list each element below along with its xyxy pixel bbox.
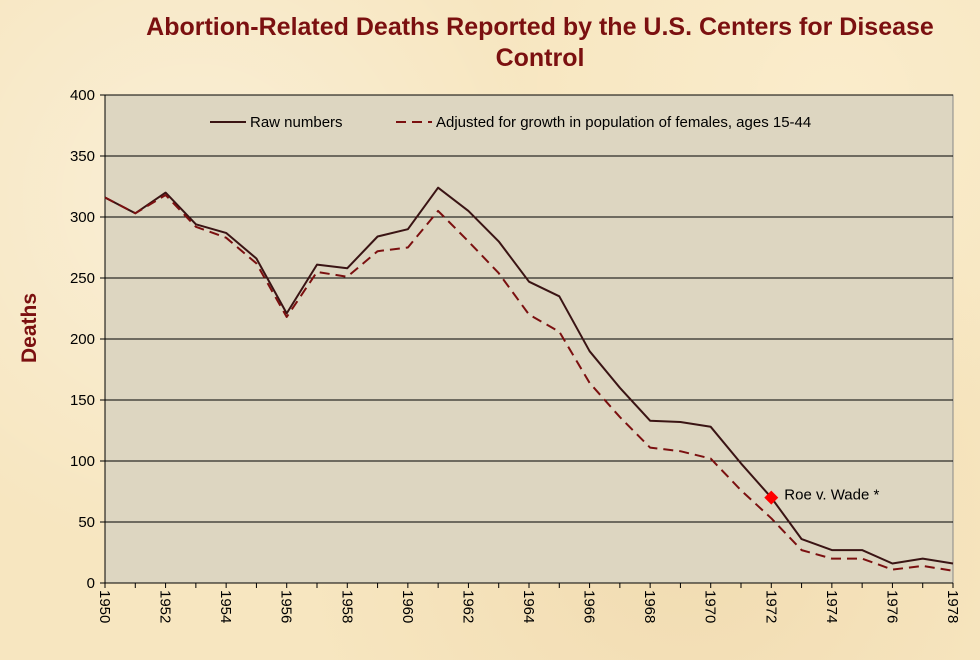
chart-title: Abortion-Related Deaths Reported by the … <box>146 13 934 72</box>
legend-label: Raw numbers <box>250 114 343 131</box>
x-tick-label: 1960 <box>399 590 416 623</box>
y-tick-label: 250 <box>70 270 95 287</box>
x-tick-label: 1976 <box>883 590 900 623</box>
annotation-marker <box>764 490 779 505</box>
legend: Raw numbers Adjusted for growth in popula… <box>210 114 811 131</box>
x-tick-label: 1968 <box>641 590 658 623</box>
x-tick-label: 1974 <box>823 590 840 623</box>
series-lines <box>104 186 954 572</box>
series-line-raw <box>104 186 954 565</box>
annotation-label: Roe v. Wade * <box>784 487 879 504</box>
y-tick-label: 150 <box>70 392 95 409</box>
x-tick-label: 1954 <box>217 590 234 623</box>
y-tick-label: 300 <box>70 209 95 226</box>
x-axis-ticks: 1950 1952 1954 1956 1958 1960 1962 1964 1966 1968… <box>96 582 961 623</box>
y-tick-label: 200 <box>70 331 95 348</box>
y-axis-ticks: 0 50 100 150 200 250 300 350 400 <box>70 87 106 592</box>
x-tick-label: 1950 <box>96 590 113 623</box>
x-tick-label: 1972 <box>762 590 779 623</box>
y-tick-label: 100 <box>70 453 95 470</box>
x-tick-label: 1956 <box>278 590 295 623</box>
y-tick-label: 400 <box>70 87 95 104</box>
annotations: Roe v. Wade * <box>764 487 879 505</box>
x-tick-label: 1962 <box>459 590 476 623</box>
y-tick-label: 50 <box>78 514 95 531</box>
x-tick-label: 1970 <box>702 590 719 623</box>
x-tick-label: 1958 <box>338 590 355 623</box>
x-tick-label: 1964 <box>520 590 537 623</box>
x-tick-label: 1952 <box>157 590 174 623</box>
y-axis-label: Deaths <box>18 293 41 363</box>
legend-label: Adjusted for growth in population of fem… <box>436 114 811 131</box>
x-tick-label: 1978 <box>944 590 961 623</box>
x-tick-label: 1966 <box>581 590 598 623</box>
gridlines <box>105 94 953 523</box>
y-tick-label: 0 <box>87 575 95 592</box>
y-tick-label: 350 <box>70 148 95 165</box>
